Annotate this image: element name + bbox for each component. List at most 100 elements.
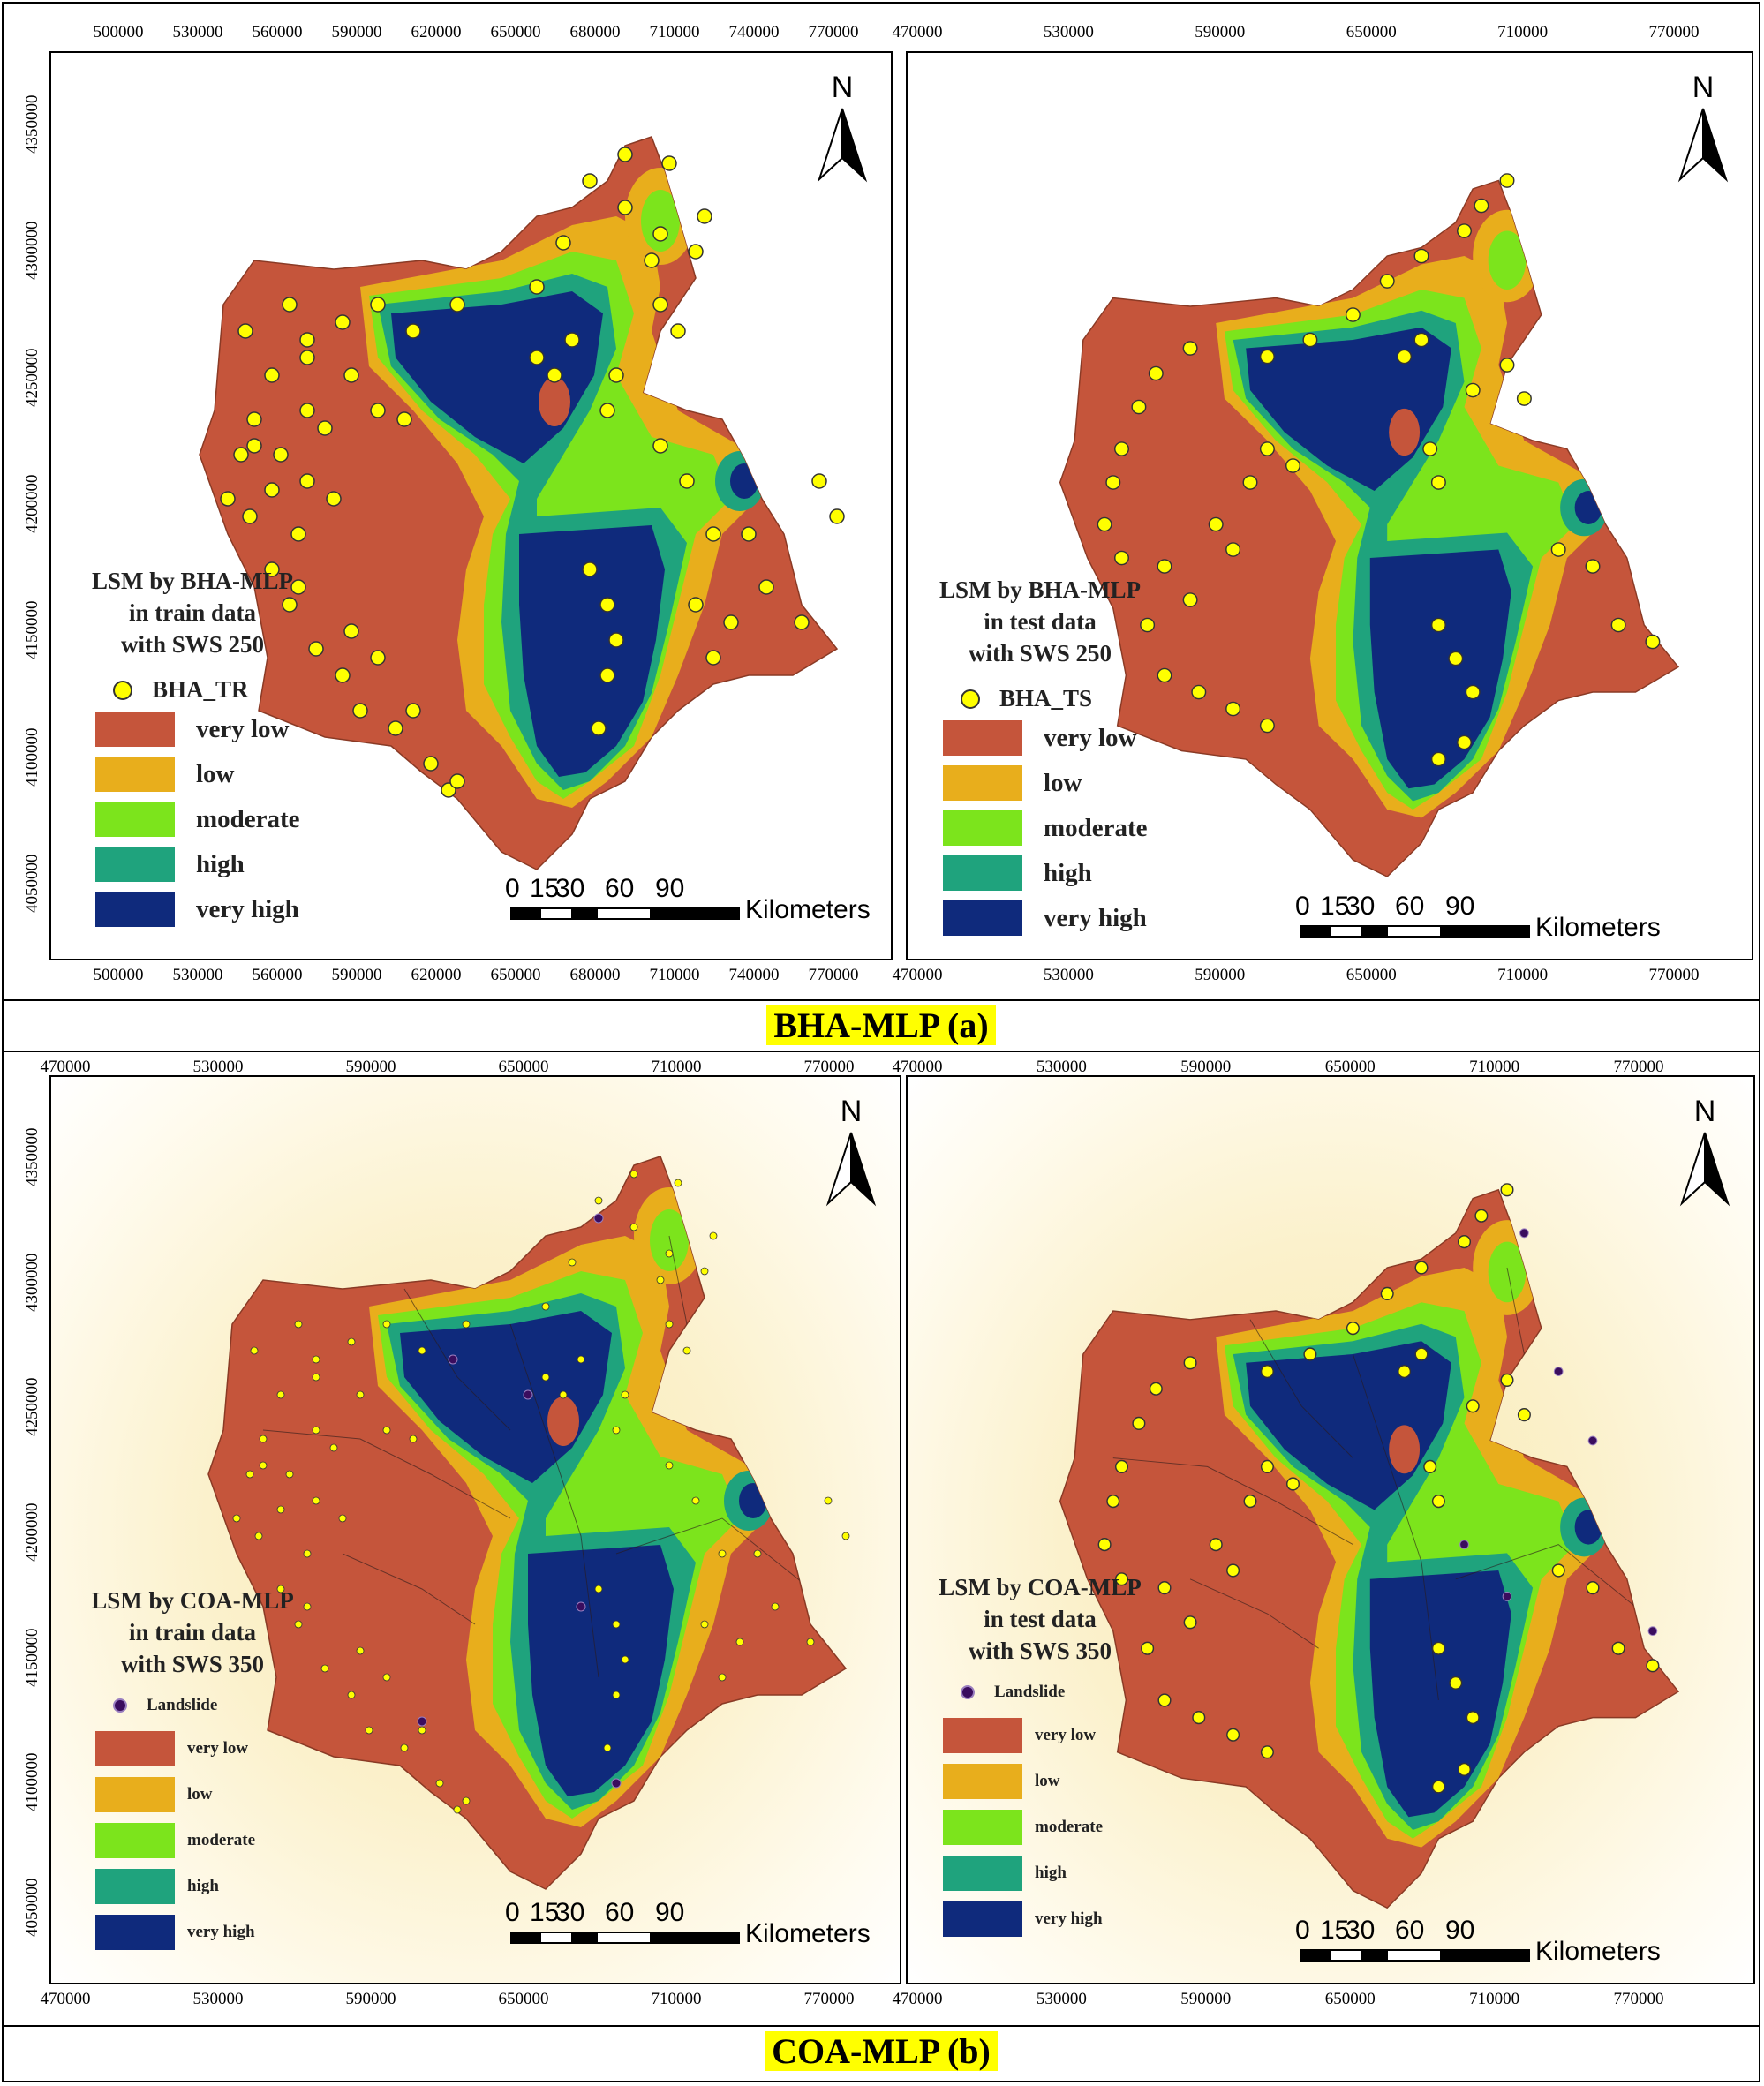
sample-point <box>405 323 421 339</box>
x-tick-label: 470000 <box>40 1990 91 2008</box>
sample-point <box>1157 667 1172 683</box>
sample-point <box>621 1655 629 1664</box>
landslide-point <box>593 1213 604 1224</box>
sample-point <box>591 720 607 736</box>
sample-point <box>326 491 342 507</box>
legend-row: moderate <box>943 810 1148 846</box>
sample-point <box>1645 634 1661 650</box>
scale-bar-graphic <box>1300 1949 1530 1962</box>
legend-swatch <box>95 757 175 792</box>
x-tick-label: 650000 <box>490 966 541 984</box>
x-tick-label: 590000 <box>345 1058 396 1076</box>
sample-point <box>758 579 774 595</box>
scale-number: 15 <box>530 1898 560 1927</box>
x-tick-label: 560000 <box>252 23 303 41</box>
sample-point <box>299 350 315 365</box>
sample-point <box>370 650 386 666</box>
sample-point <box>1414 1347 1429 1361</box>
sample-points <box>220 147 845 798</box>
sample-point <box>617 147 633 162</box>
sample-point <box>1114 441 1129 456</box>
sample-point <box>753 1549 762 1558</box>
x-tick-label: 530000 <box>172 966 223 984</box>
landslide-point <box>417 1716 427 1727</box>
sample-point <box>652 226 668 242</box>
sample-point <box>1149 1382 1163 1396</box>
scale-number: 90 <box>655 1898 685 1927</box>
legend-swatch <box>95 847 175 882</box>
legend-row: high <box>943 1856 1067 1891</box>
scale-number: 15 <box>1320 1916 1350 1945</box>
sample-point <box>1499 358 1515 373</box>
point-label: BHA_TR <box>152 676 249 703</box>
legend-row: very low <box>95 712 290 747</box>
sample-point <box>559 1390 568 1399</box>
scale-bar-graphic <box>510 907 740 920</box>
x-tick-label: 710000 <box>649 23 700 41</box>
map-canvas <box>199 136 845 870</box>
x-tick-label: 770000 <box>1648 23 1700 41</box>
sample-point <box>599 597 615 613</box>
sample-point <box>299 403 315 418</box>
sample-point <box>644 252 660 268</box>
sample-point <box>1242 475 1258 490</box>
legend-title: LSM by COA-MLP in test data with SWS 350 <box>925 1571 1155 1667</box>
sample-point <box>1585 559 1601 574</box>
scale-bar-graphic <box>510 1932 740 1944</box>
x-tick-label: 620000 <box>411 966 462 984</box>
x-tick-label: 650000 <box>1324 1990 1376 2008</box>
legend-label: very low <box>1044 723 1137 752</box>
map-panel-bha-train: N 0 15 30 60 90 Kilometers LSM by BHA-MLP in tra… <box>49 51 893 960</box>
x-tick-label: 470000 <box>892 966 943 984</box>
landslide-point <box>523 1389 533 1400</box>
sample-point <box>418 1726 426 1735</box>
landslide-point <box>1647 1626 1658 1636</box>
caption-divider <box>4 1051 1759 1052</box>
legend-title-line: with SWS 350 <box>120 1651 265 1677</box>
caption-coa-mlp-text: COA-MLP (b) <box>765 2031 998 2071</box>
sample-point <box>347 1337 356 1346</box>
sample-point <box>1157 559 1172 574</box>
north-arrow-icon <box>1677 108 1729 183</box>
sample-point <box>312 1355 320 1364</box>
sample-point <box>1500 1373 1514 1387</box>
scale-number: 0 <box>505 874 520 903</box>
legend-title-line: LSM by COA-MLP <box>91 1587 294 1614</box>
sample-point <box>453 1805 462 1814</box>
sample-point <box>335 314 351 330</box>
legend-title-line: with SWS 250 <box>120 631 265 658</box>
sample-point <box>423 756 439 772</box>
scale-unit: Kilometers <box>745 895 871 924</box>
legend-swatch <box>943 1856 1022 1891</box>
y-tick-label: 4200000 <box>23 474 41 534</box>
sample-point <box>1431 1641 1445 1655</box>
sample-point <box>276 1390 285 1399</box>
sample-point <box>665 1320 674 1329</box>
legend-swatch <box>943 1901 1022 1937</box>
boundary-line <box>509 1323 599 1678</box>
x-tick-label: 590000 <box>1195 966 1246 984</box>
sample-point <box>547 367 562 383</box>
boundary-line <box>1189 1578 1319 1649</box>
sample-point <box>1259 718 1275 734</box>
y-tick-label: 4350000 <box>23 1127 41 1187</box>
sample-point <box>806 1638 815 1646</box>
legend-label: high <box>187 1877 219 1895</box>
sample-point <box>409 1435 418 1443</box>
sample-point <box>1182 341 1198 356</box>
legend-row: very high <box>943 900 1147 936</box>
x-tick-label: 590000 <box>1180 1058 1232 1076</box>
x-tick-label: 710000 <box>1469 1990 1520 2008</box>
sample-point <box>1516 391 1532 406</box>
zone-moderate-patch <box>1488 230 1527 290</box>
x-tick-label: 770000 <box>803 1058 855 1076</box>
x-tick-label: 590000 <box>1195 23 1246 41</box>
sample-point <box>1413 332 1429 348</box>
sample-point <box>462 1796 471 1805</box>
sample-point <box>735 1638 744 1646</box>
sample-point <box>599 667 615 683</box>
legend-swatch <box>943 855 1022 891</box>
scale-number: 90 <box>1445 1916 1475 1945</box>
scale-bar: 0 15 30 60 90 Kilometers <box>505 1898 899 1960</box>
sample-point <box>1260 1459 1274 1473</box>
